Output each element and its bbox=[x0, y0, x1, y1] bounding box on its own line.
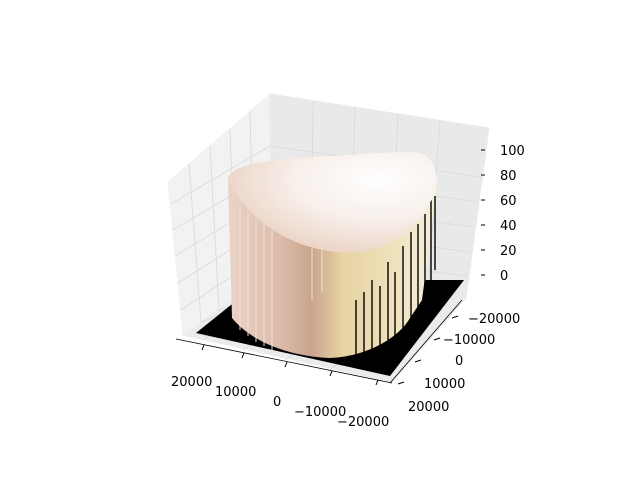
z-tick-40: 40 bbox=[500, 219, 517, 234]
z-tick-100: 100 bbox=[500, 144, 525, 159]
y-tick-10000: 10000 bbox=[424, 377, 465, 392]
x-tick-minus-10000: −10000 bbox=[294, 405, 346, 420]
surface-top bbox=[228, 152, 437, 253]
y-tick-minus-20000: −20000 bbox=[468, 312, 520, 327]
z-tick-80: 80 bbox=[500, 169, 517, 184]
x-axis: 20000 10000 0 −10000 −20000 bbox=[171, 338, 393, 430]
z-tick-60: 60 bbox=[500, 194, 517, 209]
wall-streaks bbox=[355, 196, 436, 358]
x-tick-10000: 10000 bbox=[215, 385, 256, 400]
z-axis: 0 20 40 60 80 100 bbox=[481, 144, 525, 284]
surface-wall bbox=[228, 180, 437, 358]
x-tick-20000: 20000 bbox=[171, 375, 212, 390]
z-tick-0: 0 bbox=[500, 269, 508, 284]
x-tick-minus-20000: −20000 bbox=[337, 415, 389, 430]
z-tick-20: 20 bbox=[500, 244, 517, 259]
y-tick-0: 0 bbox=[455, 354, 463, 369]
y-tick-minus-10000: −10000 bbox=[443, 333, 495, 348]
y-tick-20000: 20000 bbox=[408, 400, 449, 415]
y-axis: −20000 −10000 0 10000 20000 bbox=[389, 299, 520, 415]
x-tick-0: 0 bbox=[273, 395, 281, 410]
wall-highlights bbox=[239, 205, 323, 350]
